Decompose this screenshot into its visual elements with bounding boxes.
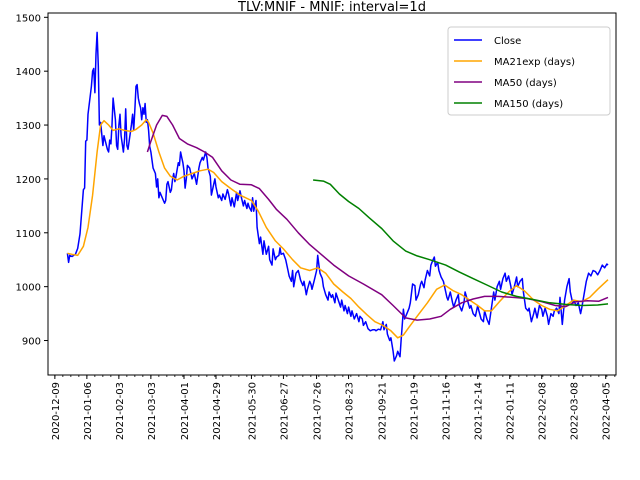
chart-title: TLV:MNIF - MNIF: interval=1d xyxy=(237,0,426,15)
x-tick-label: 2021-04-29 xyxy=(212,382,223,440)
legend-label: MA21exp (days) xyxy=(494,57,575,68)
plot-frame xyxy=(47,12,617,376)
x-tick-label: 2022-01-11 xyxy=(506,382,517,440)
y-tick-label: 1500 xyxy=(16,13,41,24)
x-tick-label: 2021-02-03 xyxy=(115,382,126,440)
legend-label: Close xyxy=(494,36,521,47)
series-line-1 xyxy=(67,118,609,339)
x-tick-label: 2021-06-27 xyxy=(279,382,290,440)
y-tick-label: 1300 xyxy=(16,121,41,132)
series-line-3 xyxy=(313,179,609,307)
y-tick-label: 900 xyxy=(22,337,41,348)
legend: Close MA21exp (days) MA50 (days) MA150 (day… xyxy=(447,26,611,116)
plot-lines xyxy=(66,31,609,362)
legend-box xyxy=(447,26,611,116)
y-tick-label: 1400 xyxy=(16,67,41,78)
y-tick-label: 1200 xyxy=(16,175,41,186)
y-tick-label: 1000 xyxy=(16,283,41,294)
y-tick-label: 1100 xyxy=(16,229,41,240)
y-axis: 900 1000 1100 1200 1300 1400 1500 xyxy=(16,13,48,348)
x-tick-label: 2021-07-26 xyxy=(313,382,324,440)
x-tick-label: 2021-10-19 xyxy=(410,382,421,440)
legend-label: MA150 (days) xyxy=(494,99,563,110)
x-tick-label: 2022-03-08 xyxy=(570,382,581,440)
x-tick-label: 2021-08-23 xyxy=(345,382,356,440)
x-tick-label: 2022-04-05 xyxy=(602,382,613,440)
x-tick-label: 2020-12-09 xyxy=(51,382,62,440)
x-tick-label: 2021-12-14 xyxy=(474,382,485,440)
x-axis: 2020-12-09 2021-01-06 2021-02-03 2021-03-03… xyxy=(51,375,616,440)
series-line-2 xyxy=(146,114,609,321)
x-tick-label: 2021-01-06 xyxy=(83,382,94,440)
x-tick-label: 2021-09-21 xyxy=(378,382,389,440)
x-tick-label: 2021-03-03 xyxy=(147,382,158,440)
x-tick-label: 2022-02-08 xyxy=(538,382,549,440)
x-tick-label: 2021-11-16 xyxy=(442,382,453,440)
x-tick-label: 2021-04-01 xyxy=(180,382,191,440)
x-tick-label: 2021-05-30 xyxy=(247,382,258,440)
series-line-0 xyxy=(66,31,609,362)
legend-label: MA50 (days) xyxy=(494,78,557,89)
